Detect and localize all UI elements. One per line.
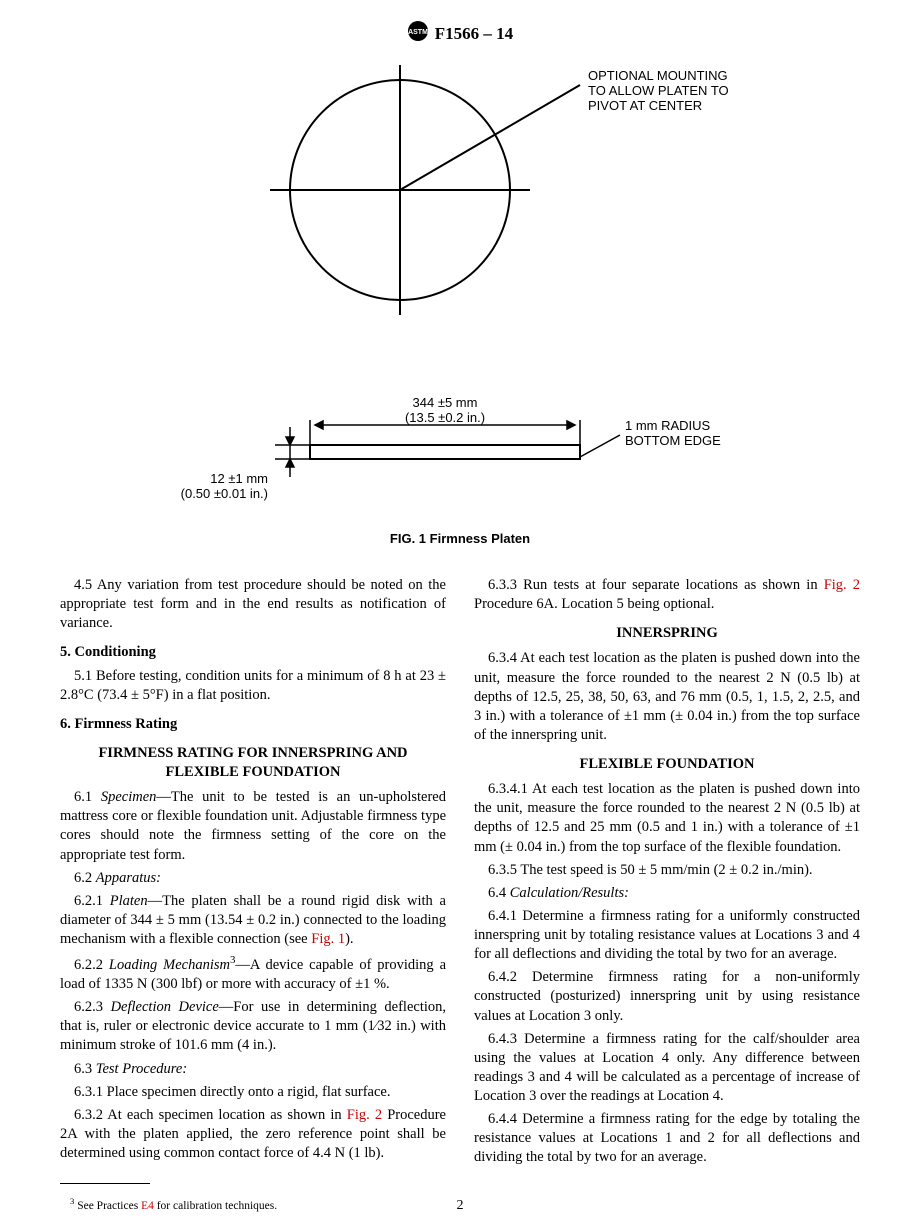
body-columns: 4.5 Any variation from test procedure sh… [60, 576, 860, 1225]
page-number: 2 [0, 1198, 920, 1214]
designation-text: F1566 – 14 [435, 24, 513, 44]
edge-label-1: 1 mm RADIUS [625, 418, 711, 433]
para-6-3-1: 6.3.1 Place specimen directly onto a rig… [60, 1083, 446, 1102]
para-6-4-4: 6.4.4 Determine a firmness rating for th… [474, 1110, 860, 1167]
thick-label-1: 12 ±1 mm [210, 471, 268, 486]
para-6-2: 6.2 Apparatus: [60, 869, 446, 888]
figure-caption: FIG. 1 Firmness Platen [390, 531, 530, 546]
t: Platen [110, 893, 148, 909]
page-header: ASTM F1566 – 14 [60, 20, 860, 47]
t: Deflection Device [111, 999, 219, 1015]
para-4-5: 4.5 Any variation from test procedure sh… [60, 576, 446, 633]
figure-1: OPTIONAL MOUNTING TO ALLOW PLATEN TO PIV… [60, 55, 860, 546]
t: Loading Mechanism [109, 957, 230, 973]
para-6-4-2: 6.4.2 Determine firmness rating for a no… [474, 968, 860, 1025]
para-6-2-2: 6.2.2 Loading Mechanism3—A device capabl… [60, 953, 446, 994]
t: Apparatus: [96, 870, 161, 886]
para-6-3-3: 6.3.3 Run tests at four separate locatio… [474, 576, 860, 614]
section-6-head: 6. Firmness Rating [60, 715, 446, 734]
t: 6.4 [488, 885, 510, 901]
width-label-1: 344 ±5 mm [413, 395, 478, 410]
thick-label-2: (0.50 ±0.01 in.) [181, 486, 268, 501]
section-5-head: 5. Conditioning [60, 643, 446, 662]
t: 6.2.3 [74, 999, 111, 1015]
t: 6.2 [74, 870, 96, 886]
page: ASTM F1566 – 14 OPTIONAL MOUNTING TO ALL… [0, 0, 920, 1232]
para-6-2-3: 6.2.3 Deflection Device—For use in deter… [60, 998, 446, 1055]
footnote-rule [60, 1183, 150, 1184]
t: Calculation/Results: [510, 885, 629, 901]
astm-logo-icon: ASTM [407, 20, 429, 47]
para-6-4-3: 6.4.3 Determine a firmness rating for th… [474, 1030, 860, 1107]
para-6-3-4: 6.3.4 At each test location as the plate… [474, 649, 860, 745]
para-6-3: 6.3 Test Procedure: [60, 1060, 446, 1079]
para-6-3-2: 6.3.2 At each specimen location as shown… [60, 1106, 446, 1163]
circle-label-1: OPTIONAL MOUNTING [588, 68, 728, 83]
para-6-3-5: 6.3.5 The test speed is 50 ± 5 mm/min (2… [474, 861, 860, 880]
width-label-2: (13.5 ±0.2 in.) [405, 410, 485, 425]
firmness-heading: FIRMNESS RATING FOR INNERSPRING AND FLEX… [60, 744, 446, 782]
t: Specimen [101, 789, 157, 805]
para-6-1: 6.1 Specimen—The unit to be tested is an… [60, 788, 446, 865]
firmness-platen-diagram: OPTIONAL MOUNTING TO ALLOW PLATEN TO PIV… [160, 55, 760, 525]
t: 6.3 [74, 1061, 96, 1077]
fig1-link[interactable]: Fig. 1 [311, 931, 345, 947]
para-6-3-4-1: 6.3.4.1 At each test location as the pla… [474, 780, 860, 857]
edge-label-2: BOTTOM EDGE [625, 433, 721, 448]
circle-label-3: PIVOT AT CENTER [588, 98, 702, 113]
t: 6.3.2 At each specimen location as shown… [74, 1107, 347, 1123]
fig2-link-b[interactable]: Fig. 2 [824, 577, 860, 593]
flexible-foundation-heading: FLEXIBLE FOUNDATION [474, 755, 860, 774]
svg-text:ASTM: ASTM [408, 29, 428, 36]
left-column: 4.5 Any variation from test procedure sh… [60, 576, 446, 1225]
para-6-4-1: 6.4.1 Determine a firmness rating for a … [474, 907, 860, 964]
t: Test Procedure: [96, 1061, 187, 1077]
t: ). [345, 931, 353, 947]
t: 6.2.2 [74, 957, 109, 973]
t: 6.3.3 Run tests at four separate locatio… [488, 577, 824, 593]
right-column: 6.3.3 Run tests at four separate locatio… [474, 576, 860, 1225]
para-6-2-1: 6.2.1 Platen—The platen shall be a round… [60, 892, 446, 949]
para-5-1: 5.1 Before testing, condition units for … [60, 667, 446, 705]
para-6-4: 6.4 Calculation/Results: [474, 884, 860, 903]
t: 6.1 [74, 789, 101, 805]
t: 6.2.1 [74, 893, 110, 909]
fig2-link[interactable]: Fig. 2 [347, 1107, 382, 1123]
t: Procedure 6A. Location 5 being optional. [474, 596, 714, 612]
circle-label-2: TO ALLOW PLATEN TO [588, 83, 729, 98]
innerspring-heading: INNERSPRING [474, 624, 860, 643]
